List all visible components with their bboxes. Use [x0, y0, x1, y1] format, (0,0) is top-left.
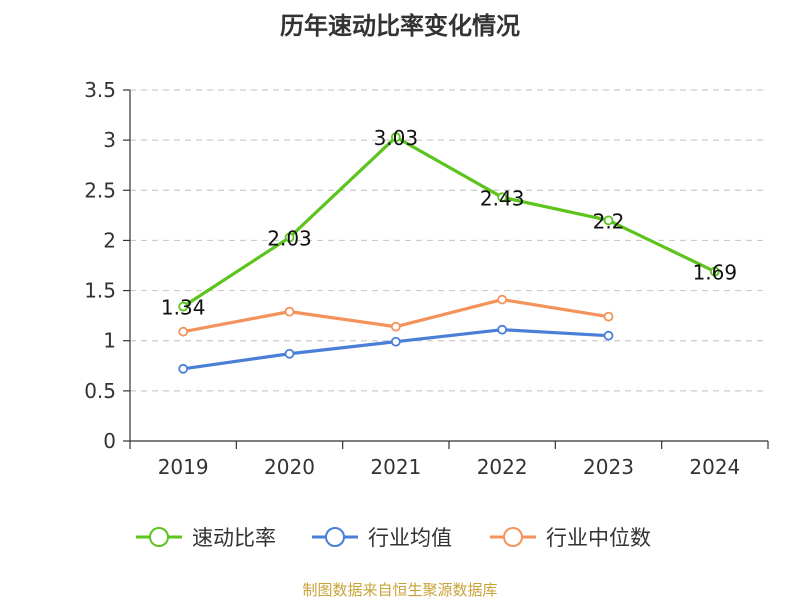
legend-label: 速动比率 [192, 526, 276, 550]
data-label: 2.03 [267, 226, 312, 250]
data-labels: 1.34 2.03 3.03 2.43 2.2 1.69 [161, 126, 737, 319]
y-tick-label: 0.5 [84, 379, 116, 403]
axes: 0 0.5 1 1.5 2 2.5 3 3.5 2019 2020 2021 2022 2023 2024 [84, 78, 769, 479]
x-tick-label: 2021 [370, 455, 421, 479]
chart-title: 历年速动比率变化情况 [280, 12, 520, 40]
legend-item-2[interactable]: 行业中位数 [490, 526, 651, 550]
data-point[interactable] [178, 326, 189, 337]
legend-label: 行业中位数 [546, 526, 651, 550]
data-point[interactable] [603, 311, 614, 322]
data-point[interactable] [497, 192, 508, 203]
data-point[interactable] [709, 266, 720, 277]
data-point[interactable] [497, 324, 508, 335]
data-point[interactable] [390, 132, 401, 143]
data-point[interactable] [284, 306, 295, 317]
y-tick-label: 2 [103, 228, 116, 252]
source-note: 制图数据来自恒生聚源数据库 [302, 581, 497, 599]
series-line-1 [182, 328, 609, 371]
y-tick-label: 1.5 [84, 279, 116, 303]
data-label: 2.2 [593, 209, 625, 233]
data-label: 3.03 [374, 126, 419, 150]
y-tick-label: 0 [103, 429, 116, 453]
data-point[interactable] [178, 363, 189, 374]
legend-marker [149, 527, 169, 547]
data-point[interactable] [497, 294, 508, 305]
legend-marker [325, 527, 345, 547]
x-tick-label: 2020 [264, 455, 315, 479]
data-point[interactable] [284, 348, 295, 359]
x-tick-label: 2019 [158, 455, 209, 479]
data-point[interactable] [603, 330, 614, 341]
x-tick-label: 2024 [689, 455, 740, 479]
y-tick-label: 2.5 [84, 178, 116, 202]
x-tick-label: 2022 [477, 455, 528, 479]
data-label: 1.69 [693, 261, 738, 285]
legend-label: 行业均值 [368, 526, 452, 550]
legend-marker [503, 527, 523, 547]
x-tick-label: 2023 [583, 455, 634, 479]
data-point[interactable] [284, 232, 295, 243]
data-point[interactable] [390, 336, 401, 347]
data-point[interactable] [603, 215, 614, 226]
data-point[interactable] [390, 321, 401, 332]
data-point[interactable] [178, 301, 189, 312]
series-layer [178, 132, 720, 374]
data-label: 1.34 [161, 296, 206, 320]
series-line-0 [182, 135, 716, 308]
legend-item-1[interactable]: 行业均值 [312, 526, 452, 550]
y-tick-label: 3 [103, 128, 116, 152]
y-tick-label: 3.5 [84, 78, 116, 102]
legend[interactable]: 速动比率 行业均值 行业中位数 [136, 526, 651, 550]
y-tick-label: 1 [103, 329, 116, 353]
grid [130, 89, 768, 392]
data-label: 2.43 [480, 186, 525, 210]
legend-item-0[interactable]: 速动比率 [136, 526, 276, 550]
